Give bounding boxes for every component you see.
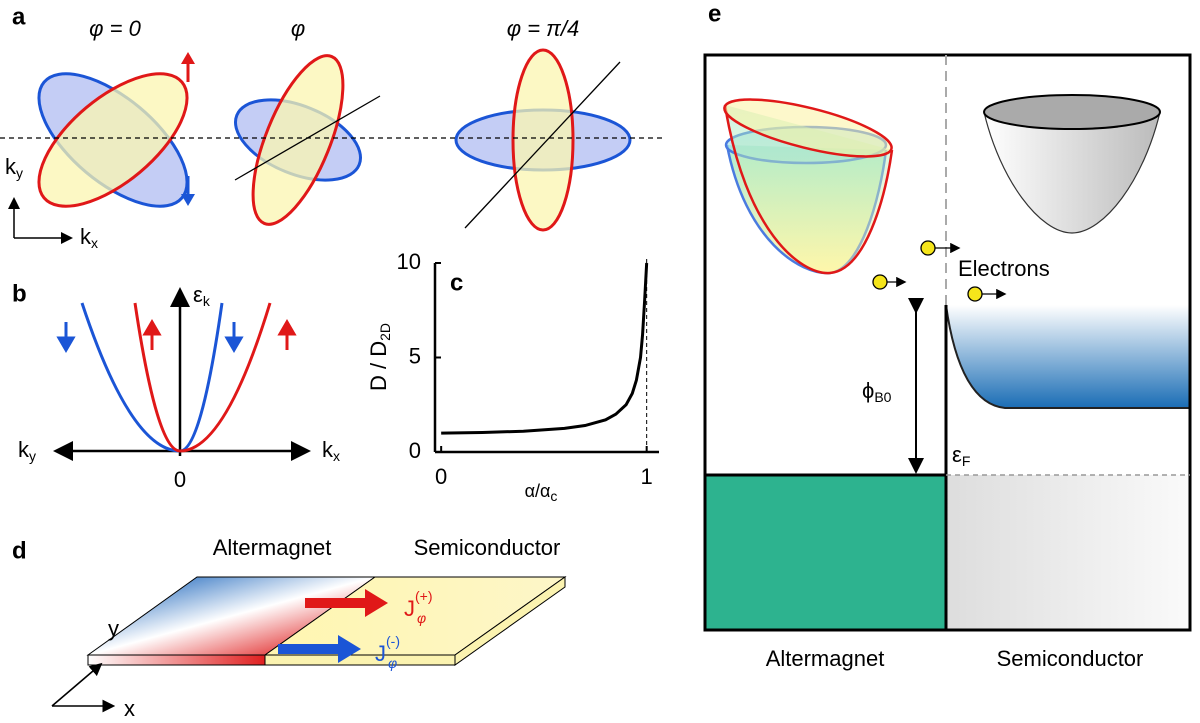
arrow-head <box>181 194 195 206</box>
title: φ = 0 <box>89 16 141 41</box>
panel-e: ϕB0 εF Electrons Altermagnet Semiconduct… <box>705 55 1190 671</box>
y-tick-label: 5 <box>409 343 421 368</box>
axis-label: kx <box>322 437 340 464</box>
y-axis-label: D / D2D <box>366 323 393 391</box>
panel-b: εk ky kx 0 <box>18 282 340 492</box>
panel-label: a <box>12 3 26 30</box>
panel-d: Altermagnet Semiconductor J(+)φ J(-)φ y … <box>52 535 565 721</box>
origin-label: 0 <box>174 467 186 492</box>
axis-label: x <box>124 696 135 721</box>
cone <box>984 112 1160 233</box>
electron <box>968 287 982 301</box>
ellipse <box>17 50 209 230</box>
axis-label: ky <box>18 437 36 464</box>
electrons-label: Electrons <box>958 256 1050 281</box>
arrow <box>59 322 73 350</box>
x-axis-label: α/αc <box>525 481 558 504</box>
axis-label: y <box>108 616 119 641</box>
x-tick-label: 1 <box>641 464 653 489</box>
cone-top <box>984 95 1160 129</box>
panel-a: φ = 0 φ φ = π/4 ky kx <box>0 16 662 251</box>
altermagnet-fill <box>705 475 946 630</box>
label: Altermagnet <box>213 535 332 560</box>
fermi-label: εF <box>952 442 970 469</box>
x-tick-label: 0 <box>435 464 447 489</box>
slab-side <box>88 655 265 665</box>
y-tick-label: 0 <box>409 438 421 463</box>
electron <box>921 241 935 255</box>
title: φ = π/4 <box>507 16 580 41</box>
y-tick-label: 10 <box>397 249 421 274</box>
panel-label: b <box>12 280 27 307</box>
curve <box>441 263 647 433</box>
axis-label: ky <box>5 154 23 181</box>
panel-label: c <box>450 269 463 296</box>
arrow <box>227 322 241 350</box>
title: φ <box>291 16 305 41</box>
axis-label: εk <box>193 282 211 309</box>
ellipse <box>513 50 573 230</box>
barrier-label: ϕB0 <box>862 378 892 405</box>
arrow <box>145 322 159 350</box>
figure: a b c d e φ = 0 φ φ = π/4 ky kx εk ky kx… <box>0 0 1200 723</box>
panel-label: e <box>708 0 721 27</box>
panel-c: D / D2D α/αc 0 5 10 0 1 <box>366 249 659 504</box>
label: Altermagnet <box>766 646 885 671</box>
conduction-band <box>946 305 1190 408</box>
semiconductor-fill <box>946 475 1190 630</box>
arrow <box>280 322 294 350</box>
axis-label: kx <box>80 224 98 251</box>
panel-label: d <box>12 537 27 564</box>
axis-arrow <box>52 665 100 706</box>
arrow-head <box>181 52 195 64</box>
electron <box>873 275 887 289</box>
label: Semiconductor <box>997 646 1144 671</box>
label: Semiconductor <box>414 535 561 560</box>
